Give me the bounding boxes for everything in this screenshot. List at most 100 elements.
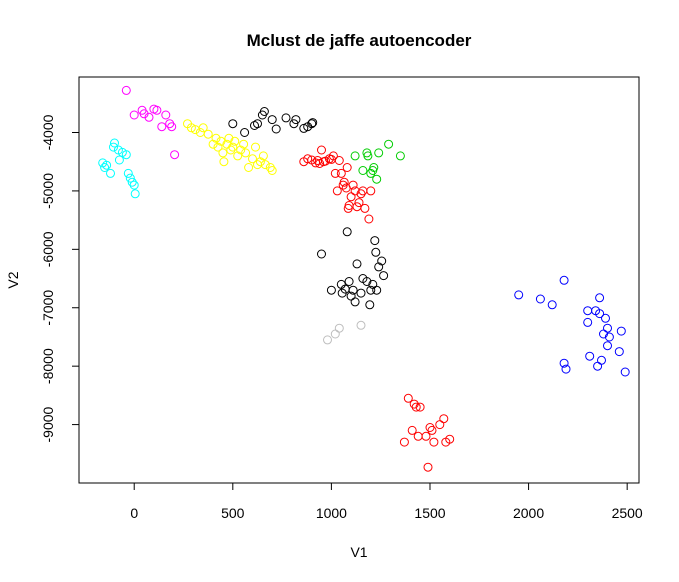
data-point	[334, 156, 344, 165]
data-point	[593, 361, 603, 371]
data-point	[559, 358, 569, 368]
plot-frame	[78, 76, 640, 484]
data-point	[203, 129, 213, 139]
data-point	[342, 227, 352, 237]
data-point	[356, 189, 366, 199]
data-point	[228, 142, 238, 152]
x-tick-label: 1000	[316, 505, 347, 521]
data-point	[413, 431, 423, 441]
data-point	[429, 437, 439, 447]
x-tick-label: 0	[130, 505, 138, 521]
data-point	[228, 119, 238, 129]
y-tick-label: -4000	[40, 114, 56, 150]
data-point	[125, 173, 135, 183]
data-point	[100, 163, 110, 172]
data-point	[281, 113, 291, 123]
data-point	[110, 138, 119, 148]
y-tick-label: -8000	[40, 348, 56, 384]
data-point	[344, 277, 354, 286]
data-point	[267, 115, 277, 125]
data-point	[230, 136, 240, 146]
data-point	[342, 163, 352, 172]
data-point	[604, 332, 614, 342]
data-point	[161, 110, 171, 120]
data-point	[348, 285, 358, 295]
x-tick-label: 2500	[612, 505, 643, 521]
data-point	[364, 214, 374, 224]
data-points	[98, 85, 630, 472]
data-point	[371, 247, 381, 257]
data-point	[374, 148, 384, 158]
data-point	[403, 393, 413, 403]
data-point	[307, 119, 317, 129]
data-point	[439, 414, 449, 424]
data-point	[435, 420, 445, 430]
data-point	[157, 122, 167, 132]
data-point	[336, 168, 346, 178]
data-point	[352, 259, 362, 269]
data-point	[289, 119, 299, 129]
data-point	[366, 186, 376, 196]
data-point	[601, 313, 610, 323]
data-point	[348, 180, 358, 190]
data-point	[620, 367, 630, 377]
data-point	[346, 192, 356, 202]
data-point	[372, 174, 382, 184]
data-point	[121, 85, 131, 95]
data-point	[415, 402, 425, 412]
data-point	[121, 150, 131, 160]
data-point	[265, 163, 275, 172]
x-tick-label: 1500	[414, 505, 445, 521]
data-point	[106, 168, 115, 178]
data-point	[152, 105, 162, 115]
data-point	[372, 285, 382, 295]
data-point	[253, 119, 262, 129]
data-point	[248, 154, 257, 164]
y-tick-label: -7000	[40, 290, 56, 326]
data-point	[130, 189, 140, 199]
data-point	[603, 323, 612, 333]
data-point	[356, 288, 366, 298]
y-tick-label: -5000	[40, 173, 56, 209]
data-point	[213, 142, 223, 152]
data-point	[236, 145, 246, 155]
data-point	[370, 236, 380, 246]
data-point	[595, 309, 605, 319]
data-point	[258, 151, 268, 161]
data-point	[330, 329, 340, 339]
data-point	[597, 355, 606, 365]
data-point	[259, 107, 269, 116]
data-point	[165, 119, 175, 129]
data-point	[614, 347, 624, 357]
data-point	[395, 151, 405, 161]
data-point	[583, 317, 593, 327]
data-point	[356, 320, 366, 330]
data-point	[303, 154, 313, 164]
data-point	[211, 133, 221, 143]
x-tick-label: 2000	[513, 505, 544, 521]
data-point	[291, 115, 301, 125]
data-point	[425, 423, 435, 432]
data-point	[317, 249, 326, 259]
data-point	[369, 163, 379, 172]
data-point	[233, 151, 243, 161]
data-point	[358, 186, 368, 196]
data-point	[583, 306, 593, 316]
data-point	[127, 177, 137, 187]
data-point	[363, 151, 373, 161]
data-point	[129, 110, 139, 120]
data-point	[332, 186, 342, 196]
data-point	[350, 151, 360, 161]
data-point	[114, 155, 124, 165]
data-point	[250, 121, 259, 130]
data-point	[350, 297, 360, 307]
data-point	[585, 351, 595, 361]
data-point	[244, 163, 254, 172]
data-point	[354, 198, 364, 208]
y-tick-label: -9000	[40, 406, 56, 442]
data-point	[358, 166, 368, 175]
data-point	[208, 139, 218, 149]
data-point	[334, 323, 344, 333]
y-axis-label: V2	[5, 271, 21, 288]
